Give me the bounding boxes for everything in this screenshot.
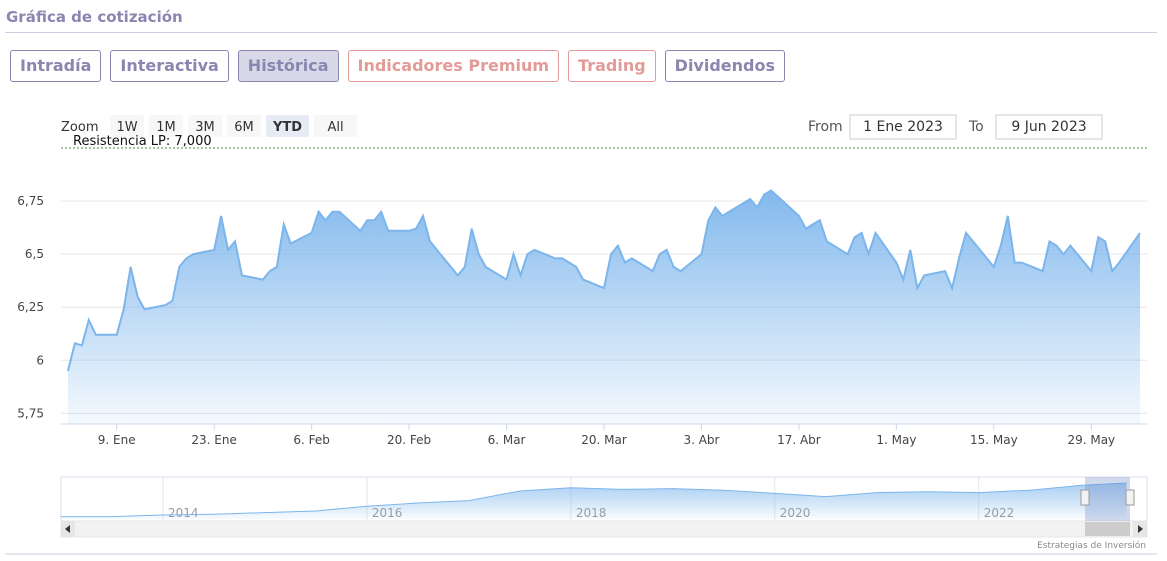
price-line — [67, 189, 1141, 372]
y-tick-label: 6,25 — [17, 300, 44, 314]
x-tick-label: 17. Abr — [777, 433, 821, 447]
x-tick-label: 20. Feb — [387, 433, 431, 447]
navigator-handle[interactable] — [1125, 489, 1135, 506]
zoom-button[interactable] — [188, 115, 222, 137]
x-tick-label: 9. Ene — [98, 433, 136, 447]
arrow-right — [1138, 525, 1143, 533]
x-tick-label: 15. May — [970, 433, 1018, 447]
arrow-left — [65, 525, 70, 533]
navigator-selection[interactable] — [1085, 477, 1130, 521]
zoom-button[interactable] — [227, 115, 261, 137]
x-tick-label: 6. Feb — [293, 433, 330, 447]
zoom-button[interactable] — [110, 115, 144, 137]
zoom-button[interactable] — [314, 115, 357, 137]
from-label: From — [808, 119, 843, 135]
zoom-button-label[interactable]: 1M — [156, 120, 176, 135]
x-tick-label: 1. May — [876, 433, 916, 447]
navigator-handle[interactable] — [1080, 489, 1090, 506]
scroll-thumb[interactable] — [1085, 522, 1130, 536]
zoom-button-label[interactable]: All — [327, 120, 343, 135]
tab[interactable]: Histórica — [237, 50, 339, 82]
y-tick-label: 6 — [36, 353, 44, 367]
navigator-line — [61, 482, 1127, 518]
to-input[interactable] — [995, 114, 1103, 140]
page-title: Gráfica de cotización — [6, 8, 183, 26]
tab[interactable]: Interactiva — [110, 50, 229, 82]
tab[interactable]: Intradía — [10, 50, 102, 82]
tab[interactable]: Dividendos — [664, 50, 785, 82]
x-tick-label: 23. Ene — [191, 433, 236, 447]
x-tick-label: 20. Mar — [581, 433, 627, 447]
zoom-button-label[interactable]: YTD — [272, 120, 302, 135]
from-input[interactable] — [849, 114, 957, 140]
credit: Estrategias de Inversión — [1037, 540, 1146, 551]
to-value[interactable]: 9 Jun 2023 — [1011, 119, 1086, 135]
tab-bar: Intradía Interactiva Histórica Indicadores … — [10, 50, 785, 82]
zoom-button-label[interactable]: 3M — [195, 120, 215, 135]
zoom-button-label[interactable]: 1W — [116, 120, 137, 135]
scrollbar[interactable] — [60, 520, 1148, 538]
to-label: To — [968, 119, 984, 135]
x-tick-label: 6. Mar — [488, 433, 526, 447]
tab[interactable]: Indicadores Premium — [347, 50, 560, 82]
zoom-button[interactable] — [149, 115, 183, 137]
y-tick-label: 6,5 — [25, 247, 44, 261]
plot-line-label: Resistencia LP: 7,000 — [73, 134, 212, 149]
from-value[interactable]: 1 Ene 2023 — [863, 119, 943, 135]
x-tick-label: 3. Abr — [683, 433, 719, 447]
divider — [5, 32, 1157, 33]
zoom-button-label[interactable]: 6M — [234, 120, 254, 135]
y-tick-label: 5,75 — [17, 406, 44, 420]
y-tick-label: 6,75 — [17, 194, 44, 208]
zoom-button[interactable] — [266, 115, 309, 137]
x-tick-label: 29. May — [1067, 433, 1115, 447]
area-fill — [67, 190, 1141, 424]
zoom-label: Zoom — [61, 120, 98, 135]
tab[interactable]: Trading — [568, 50, 656, 82]
